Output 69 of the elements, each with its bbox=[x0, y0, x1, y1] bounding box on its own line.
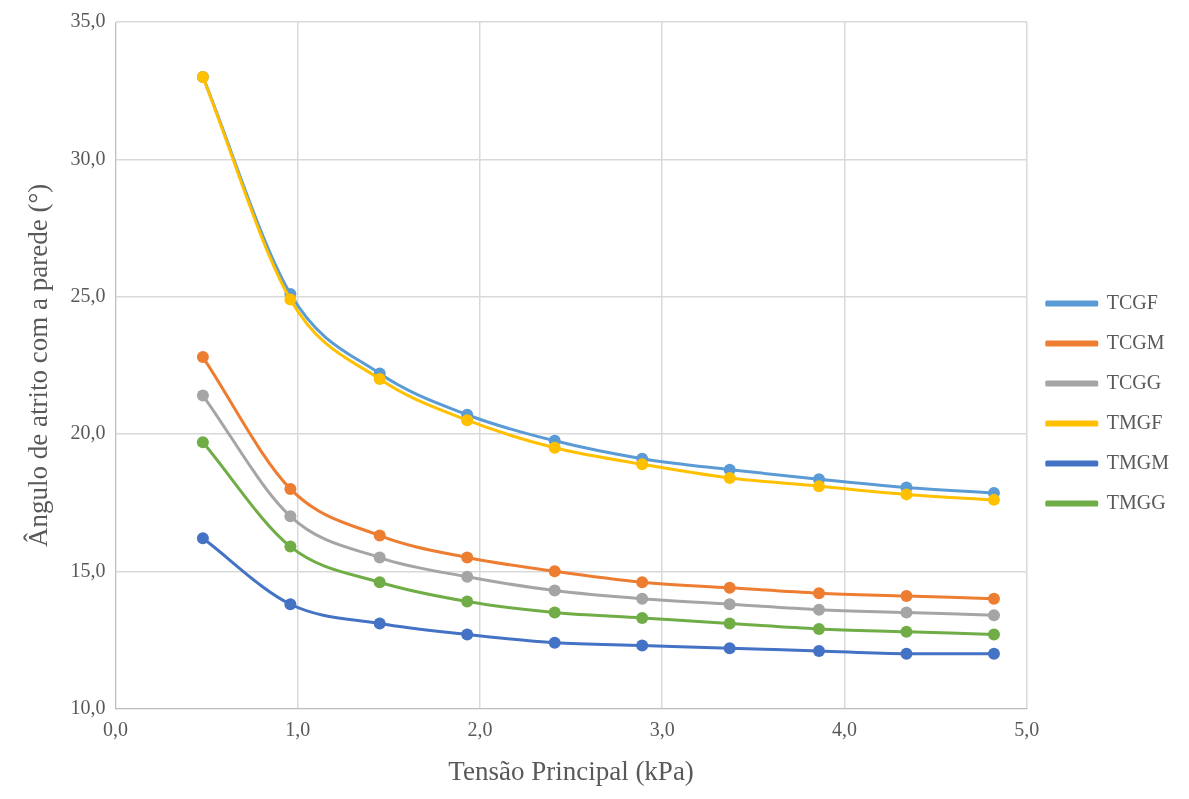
y-tick-label: 35,0 bbox=[70, 9, 106, 32]
point bbox=[461, 595, 474, 608]
point bbox=[548, 606, 561, 619]
point bbox=[196, 389, 209, 402]
point bbox=[812, 480, 825, 493]
legend-label: TCGG bbox=[1106, 370, 1162, 393]
legend-label: TMGM bbox=[1106, 450, 1170, 473]
point bbox=[987, 647, 1000, 660]
x-tick-label: 3,0 bbox=[649, 717, 675, 740]
point bbox=[284, 540, 297, 553]
point bbox=[461, 551, 474, 564]
x-axis-title: Tensão Principal (kPa) bbox=[448, 755, 694, 786]
x-tick-label: 2,0 bbox=[467, 717, 493, 740]
point bbox=[284, 510, 297, 523]
y-tick-label: 25,0 bbox=[70, 283, 106, 306]
point bbox=[548, 441, 561, 454]
point bbox=[812, 587, 825, 600]
point bbox=[723, 617, 736, 630]
x-tick-label: 0,0 bbox=[102, 717, 128, 740]
point bbox=[987, 493, 1000, 506]
point bbox=[373, 551, 386, 564]
point bbox=[196, 351, 209, 364]
y-tick-label: 30,0 bbox=[70, 146, 106, 169]
x-tick-label: 4,0 bbox=[832, 717, 857, 740]
point bbox=[723, 642, 736, 655]
y-tick-label: 10,0 bbox=[70, 695, 106, 718]
point bbox=[900, 647, 913, 660]
point bbox=[900, 606, 913, 619]
point bbox=[723, 471, 736, 484]
point bbox=[196, 436, 209, 449]
point bbox=[987, 592, 1000, 605]
point bbox=[636, 458, 649, 471]
point bbox=[636, 611, 649, 624]
point bbox=[548, 565, 561, 578]
point bbox=[812, 622, 825, 635]
y-axis-title: Ângulo de atrito com a parede (°) bbox=[23, 183, 54, 547]
x-tick-label: 1,0 bbox=[285, 717, 311, 740]
point bbox=[373, 373, 386, 386]
point bbox=[461, 628, 474, 641]
point bbox=[373, 576, 386, 589]
point bbox=[373, 617, 386, 630]
point bbox=[723, 581, 736, 594]
y-tick-label: 20,0 bbox=[70, 421, 106, 444]
point bbox=[812, 644, 825, 657]
x-tick-label: 5,0 bbox=[1014, 717, 1040, 740]
point bbox=[900, 488, 913, 501]
point bbox=[548, 584, 561, 597]
point bbox=[900, 625, 913, 638]
point bbox=[284, 598, 297, 611]
point bbox=[723, 598, 736, 611]
point bbox=[548, 636, 561, 649]
point bbox=[196, 532, 209, 545]
legend-label: TCGF bbox=[1106, 290, 1158, 313]
point bbox=[900, 590, 913, 602]
point bbox=[636, 639, 649, 652]
point bbox=[987, 609, 1000, 622]
point bbox=[812, 603, 825, 616]
point bbox=[636, 576, 649, 589]
y-tick-label: 15,0 bbox=[70, 558, 106, 581]
point bbox=[284, 482, 297, 495]
legend-label: TMGF bbox=[1106, 410, 1163, 433]
point bbox=[461, 570, 474, 583]
point bbox=[461, 414, 474, 427]
point bbox=[987, 628, 1000, 641]
point bbox=[284, 293, 297, 306]
legend-label: TMGG bbox=[1106, 490, 1166, 513]
point bbox=[373, 529, 386, 542]
legend-label: TCGM bbox=[1106, 330, 1165, 353]
point bbox=[636, 592, 649, 605]
